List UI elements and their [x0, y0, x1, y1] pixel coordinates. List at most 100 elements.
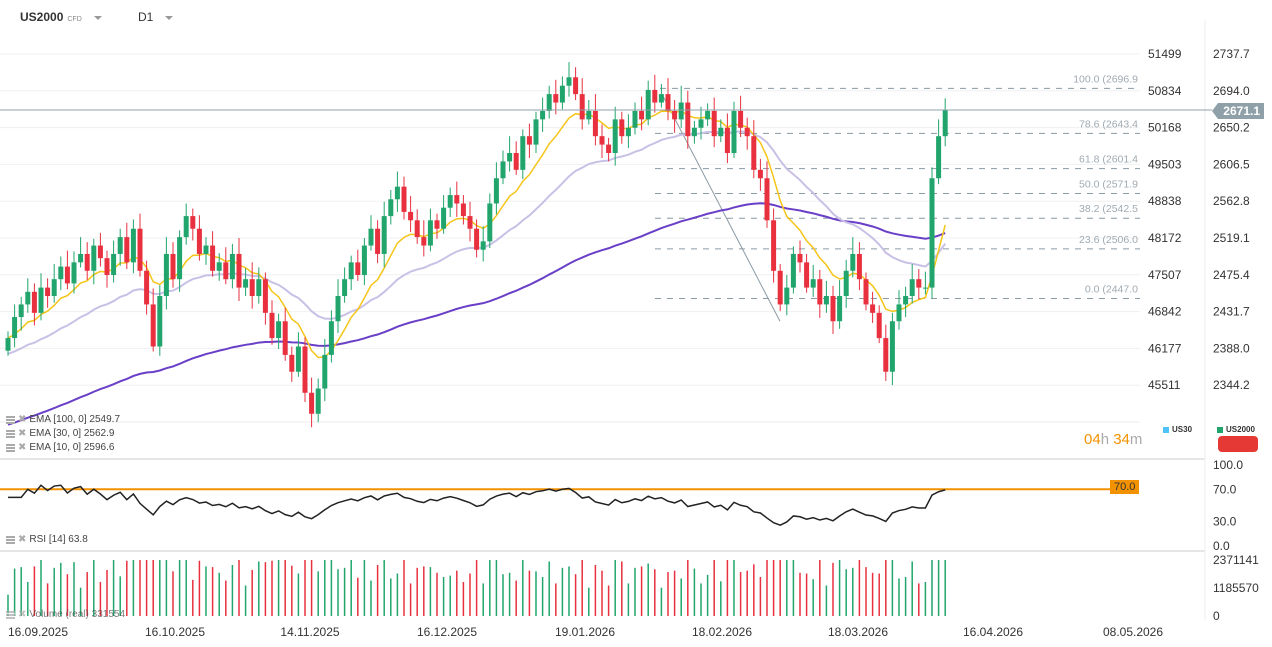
candle	[883, 338, 889, 372]
candle	[546, 94, 552, 111]
candle	[249, 279, 255, 297]
y-tick-us2000: 2562.8	[1213, 194, 1250, 208]
y-tick-us30: 51499	[1148, 47, 1182, 61]
x-tick-date: 08.05.2026	[1103, 625, 1163, 639]
y-tick-us2000: 2431.7	[1213, 305, 1250, 319]
volume-y-tick: 0	[1213, 609, 1220, 623]
close-icon[interactable]: ✖	[18, 609, 27, 620]
menu-icon[interactable]	[6, 443, 15, 452]
candle	[837, 296, 843, 322]
x-tick-date: 16.12.2025	[417, 625, 477, 639]
candle	[573, 77, 579, 95]
candle	[665, 94, 671, 111]
candle	[678, 102, 684, 120]
y-tick-us2000: 2737.7	[1213, 47, 1250, 61]
legend-text: Volume (real) 331554	[29, 609, 126, 620]
candle	[870, 304, 876, 313]
candle	[942, 110, 948, 137]
series-label-us30[interactable]: US30	[1163, 425, 1192, 434]
candle	[718, 127, 724, 137]
candle	[434, 220, 440, 229]
candle	[414, 220, 420, 238]
candle	[698, 119, 704, 128]
y-tick-us30: 50834	[1148, 84, 1182, 98]
candle	[856, 253, 862, 280]
candle	[170, 253, 176, 280]
candle	[124, 237, 130, 263]
close-icon[interactable]: ✖	[18, 428, 27, 439]
candle	[289, 354, 295, 372]
candle	[672, 110, 678, 120]
candle	[705, 110, 711, 120]
color-swatch	[1163, 426, 1169, 433]
y-tick-us30: 45511	[1148, 378, 1181, 392]
candle	[381, 216, 387, 254]
menu-icon[interactable]	[6, 429, 15, 438]
x-tick-date: 16.09.2025	[8, 625, 68, 639]
sell-indicator[interactable]	[1218, 436, 1258, 452]
candle	[196, 228, 202, 254]
candle	[58, 266, 64, 280]
y-tick-us30: 48838	[1148, 194, 1182, 208]
close-icon[interactable]: ✖	[18, 414, 27, 425]
candle	[243, 279, 249, 288]
candle	[183, 216, 189, 238]
y-tick-us2000: 2606.5	[1213, 157, 1250, 171]
series-name: US2000	[1226, 425, 1255, 434]
fib-level-label: 38.2 (2542.5	[1079, 203, 1138, 215]
candle	[658, 94, 664, 103]
candle	[408, 211, 414, 221]
legend-ema100[interactable]: ✖ EMA [100, 0] 2549.7	[6, 414, 120, 425]
candle	[553, 94, 559, 103]
candle	[863, 279, 869, 305]
candle	[685, 102, 691, 137]
legend-rsi[interactable]: ✖ RSI [14] 63.8	[6, 534, 88, 545]
candle	[559, 85, 565, 103]
symbol-type: CFD	[67, 16, 82, 23]
candle	[256, 279, 262, 297]
candle	[309, 392, 315, 414]
candle	[322, 354, 328, 389]
candle	[724, 127, 730, 154]
candle	[929, 178, 935, 288]
candle	[401, 186, 407, 212]
legend-ema30[interactable]: ✖ EMA [30, 0] 2562.9	[6, 428, 114, 439]
candle	[797, 253, 803, 263]
legend-ema10[interactable]: ✖ EMA [10, 0] 2596.6	[6, 442, 114, 453]
fib-level-label: 78.6 (2643.4	[1079, 118, 1138, 130]
last-price-tag: 2671.1	[1212, 103, 1264, 119]
symbol-selector[interactable]: US2000 CFD	[20, 10, 102, 24]
candle	[315, 388, 321, 414]
close-icon[interactable]: ✖	[18, 534, 27, 545]
menu-icon[interactable]	[6, 415, 15, 424]
timeframe-selector[interactable]: D1	[138, 10, 174, 24]
candle	[467, 216, 473, 229]
fib-level-label: 100.0 (2696.9	[1073, 73, 1138, 85]
candle	[84, 253, 90, 271]
candle	[342, 279, 348, 297]
legend-volume[interactable]: ✖ Volume (real) 331554	[6, 609, 125, 620]
volume-y-tick: 2371141	[1213, 553, 1259, 567]
y-tick-us30: 50168	[1148, 121, 1182, 135]
candle	[31, 291, 37, 313]
x-tick-date: 14.11.2025	[280, 625, 339, 639]
candle	[262, 279, 268, 313]
candle	[97, 245, 103, 259]
menu-icon[interactable]	[6, 535, 15, 544]
close-icon[interactable]: ✖	[18, 442, 27, 453]
candle	[889, 321, 895, 372]
menu-icon[interactable]	[6, 610, 15, 619]
candle	[480, 241, 486, 250]
y-tick-us30: 49503	[1148, 157, 1182, 171]
candle	[777, 270, 783, 305]
candle	[500, 161, 506, 179]
series-label-us2000[interactable]: US2000	[1217, 425, 1255, 434]
candle-countdown: 04h 34m	[1084, 431, 1142, 448]
y-tick-us2000: 2519.1	[1213, 231, 1250, 245]
candle	[144, 270, 150, 305]
candle	[916, 279, 922, 288]
candle	[368, 228, 374, 246]
x-tick-date: 16.04.2026	[963, 625, 1023, 639]
